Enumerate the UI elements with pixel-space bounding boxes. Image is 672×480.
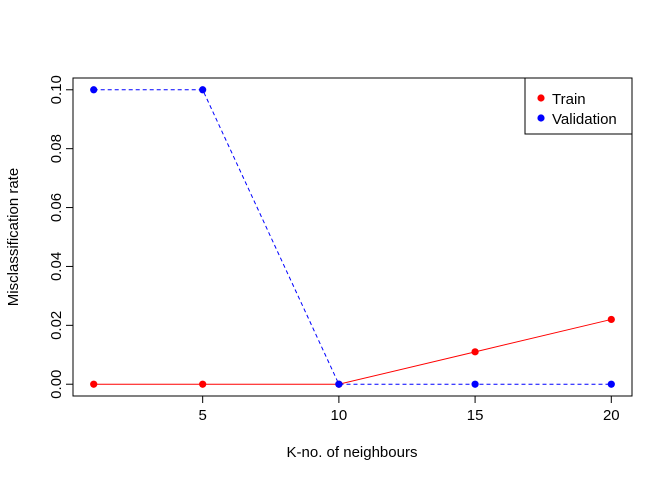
data-point-train: [199, 380, 207, 388]
plot-frame: [72, 77, 633, 397]
data-point-validation: [335, 380, 343, 388]
legend: Train Validation: [524, 77, 633, 135]
y-tick-label: 0.10: [48, 75, 65, 104]
x-tick-label: 15: [467, 407, 484, 424]
legend-label-validation: Validation: [552, 111, 617, 128]
data-point-validation: [90, 86, 98, 94]
data-point-train: [607, 315, 615, 324]
data-point-validation: [199, 86, 207, 94]
legend-marker-train: [537, 94, 545, 102]
series-line-train: [93, 318, 612, 385]
x-tick-label: 20: [603, 407, 620, 424]
legend-marker-validation: [537, 114, 545, 122]
y-tick-label: 0.00: [48, 370, 65, 399]
data-point-validation: [607, 380, 615, 388]
series-layer: [90, 86, 615, 388]
x-axis-title: K-no. of neighbours: [287, 444, 418, 461]
x-axis: 5 10 15 20: [198, 396, 620, 424]
data-point-train: [90, 380, 98, 388]
y-axis-title: Misclassification rate: [5, 168, 22, 306]
series-line-validation: [93, 89, 612, 385]
y-tick-label: 0.02: [48, 311, 65, 340]
y-tick-label: 0.06: [48, 193, 65, 222]
y-tick-label: 0.08: [48, 134, 65, 163]
x-tick-label: 5: [198, 407, 206, 424]
y-axis: 0.00 0.02 0.04 0.06 0.08 0.10: [48, 75, 73, 399]
data-point-validation: [471, 380, 479, 388]
legend-label-train: Train: [552, 91, 586, 108]
legend-box: [524, 77, 633, 135]
data-point-train: [471, 348, 479, 356]
x-tick-label: 10: [331, 407, 348, 424]
y-tick-label: 0.04: [48, 252, 65, 281]
